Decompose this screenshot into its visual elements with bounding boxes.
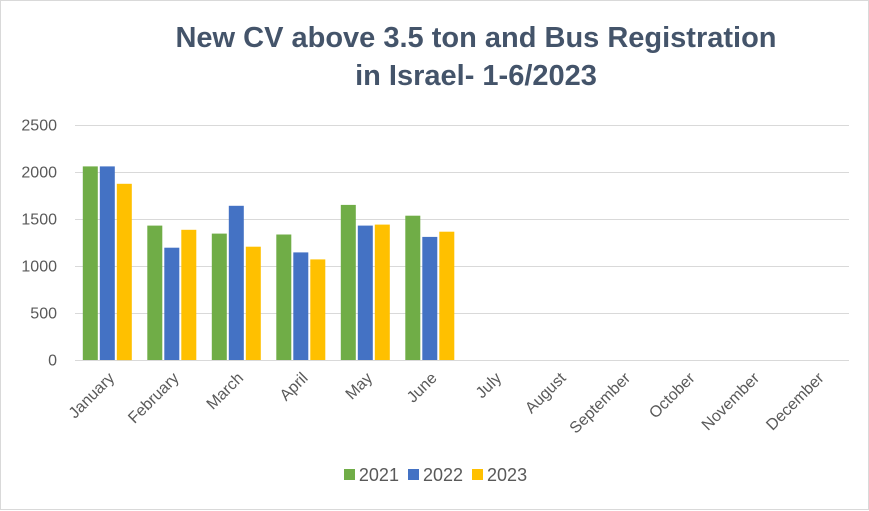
- legend-swatch-2022: [407, 469, 419, 480]
- legend-item-2021: 2021: [343, 465, 399, 486]
- y-tick-label-1500: 1500: [21, 212, 57, 229]
- bar-2023-june: [439, 231, 455, 360]
- chart-title: New CV above 3.5 ton and Bus Registratio…: [81, 19, 869, 95]
- bar-2023-february: [181, 229, 197, 360]
- bar-2023-april: [310, 259, 326, 360]
- bar-2022-april: [293, 252, 309, 360]
- x-tick-label-september: September: [567, 369, 635, 437]
- bar-2022-june: [422, 236, 438, 360]
- bar-2021-april: [276, 234, 292, 360]
- bar-2022-march: [228, 205, 244, 360]
- bar-2021-june: [405, 215, 421, 360]
- y-tick-label-2000: 2000: [21, 165, 57, 182]
- bar-2021-march: [211, 233, 227, 360]
- bar-2023-may: [374, 224, 390, 360]
- x-tick-label-april: April: [277, 370, 312, 405]
- x-tick-label-february: February: [125, 370, 182, 427]
- legend-label-2023: 2023: [487, 465, 528, 485]
- y-tick-label-500: 500: [30, 306, 57, 323]
- y-tick-label-2500: 2500: [21, 118, 57, 135]
- bar-2022-january: [99, 166, 115, 360]
- x-tick-label-october: October: [646, 369, 699, 422]
- bar-2023-march: [245, 246, 261, 360]
- legend-item-2022: 2022: [407, 465, 464, 486]
- legend-item-2023: 2023: [472, 465, 527, 486]
- x-tick-label-march: March: [204, 370, 247, 413]
- legend-swatch-2023: [472, 469, 484, 480]
- bar-2021-february: [147, 225, 163, 360]
- legend-label-2021: 2021: [358, 465, 399, 485]
- y-tick-label-0: 0: [48, 353, 57, 370]
- bar-2023-january: [116, 183, 132, 361]
- legend-label-2022: 2022: [422, 465, 464, 485]
- x-tick-label-august: August: [522, 369, 570, 417]
- bar-2022-february: [164, 247, 180, 360]
- x-tick-label-june: June: [404, 370, 441, 407]
- chart-title-line-2: in Israel- 1-6/2023: [355, 60, 597, 92]
- legend-swatch-2021: [343, 469, 355, 480]
- x-tick-label-july: July: [473, 370, 505, 402]
- chart-title-line-1: New CV above 3.5 ton and Bus Registratio…: [175, 22, 777, 54]
- bar-2022-may: [357, 225, 373, 360]
- bar-2021-may: [340, 204, 356, 360]
- x-tick-label-november: November: [699, 369, 764, 434]
- bar-2021-january: [82, 166, 98, 360]
- y-tick-label-1000: 1000: [21, 259, 57, 276]
- legend: 2021 2022 2023: [1, 465, 869, 486]
- x-tick-label-may: May: [343, 370, 376, 403]
- x-tick-label-december: December: [763, 369, 828, 434]
- x-tick-label-january: January: [66, 370, 118, 422]
